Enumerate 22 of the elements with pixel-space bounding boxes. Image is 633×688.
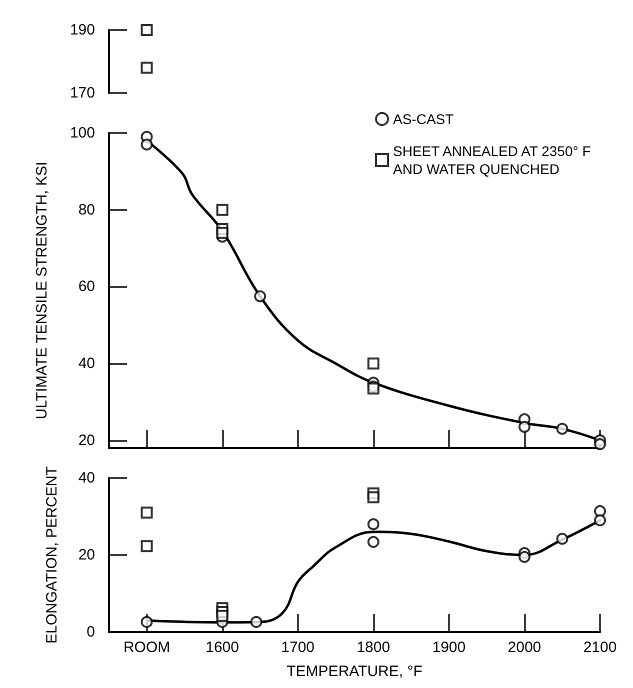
legend-label: SHEET ANNEALED AT 2350° F AND WATER QUENCHED [393,143,595,177]
x-axis-title: TEMPERATURE, °F [286,663,422,680]
y-tick-label: 60 [78,278,95,296]
y-axis-title: ULTIMATE TENSILE STRENGTH, KSI [34,162,50,420]
y-tick-label: 20 [78,546,95,564]
y-tick-label: 80 [78,201,95,218]
y-tick-label: 0 [86,624,95,640]
x-tick-label: 1700 [281,639,315,656]
legend-label: AS-CAST [393,111,454,127]
x-tick-label: 1800 [356,639,390,656]
x-tick-label: ROOM [123,639,170,656]
y-tick-label: 40 [78,354,95,372]
y-axis-title: ELONGATION, PERCENT [44,466,60,644]
y-tick-label: 190 [70,22,95,38]
x-tick-label: 2000 [508,639,542,656]
y-tick-label: 100 [70,124,95,142]
x-tick-label: 1900 [432,639,466,656]
y-tick-label: 170 [70,84,95,102]
y-tick-label: 40 [78,470,95,486]
x-tick-label: 1600 [206,639,239,656]
x-tick-label: 2100 [583,639,617,656]
y-tick-label: 20 [78,432,95,449]
